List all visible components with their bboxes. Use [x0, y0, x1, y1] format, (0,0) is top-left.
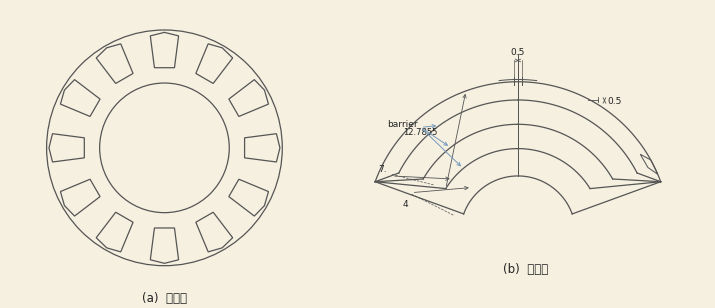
Text: 12.7855: 12.7855 — [403, 128, 438, 137]
Text: 0.5: 0.5 — [511, 48, 525, 57]
Text: (a)  고정자: (a) 고정자 — [142, 292, 187, 305]
Text: 7.: 7. — [379, 165, 388, 174]
Text: 0.5: 0.5 — [608, 97, 622, 106]
Text: (b)  회전자: (b) 회전자 — [503, 262, 548, 276]
Text: 4: 4 — [403, 200, 408, 209]
Text: barrier: barrier — [387, 120, 418, 129]
